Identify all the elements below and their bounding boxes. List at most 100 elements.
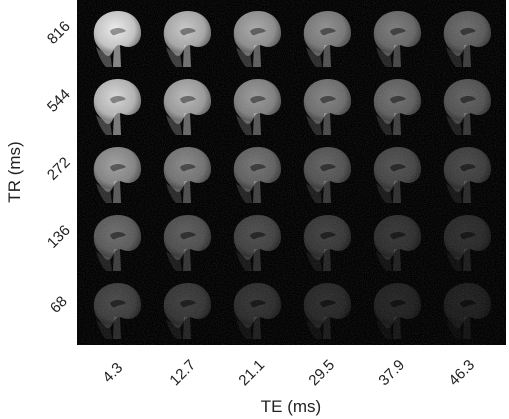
- brain-shape: [443, 79, 492, 124]
- neck-tissue-shape: [306, 183, 322, 203]
- ventricle-shape: [250, 232, 266, 240]
- tr-tick-label: 544: [44, 86, 74, 116]
- te-tick-label: 12.7: [166, 356, 199, 389]
- ventricle-shape: [110, 232, 126, 240]
- brain-shape: [373, 147, 422, 192]
- ventricle-shape: [460, 300, 476, 308]
- ventricle-shape: [250, 96, 266, 104]
- tr-tick-label: 136: [44, 222, 74, 252]
- brainstem-shape: [463, 113, 471, 135]
- mri-slice: [233, 79, 282, 135]
- neck-tissue-shape: [236, 47, 252, 67]
- neck-tissue-shape: [306, 115, 322, 135]
- mri-slice: [303, 215, 352, 271]
- neck-tissue-shape: [446, 319, 462, 339]
- ventricle-shape: [320, 300, 336, 308]
- ventricle-shape: [320, 96, 336, 104]
- y-tick-labels: 816 544 272 136 68: [44, 18, 74, 317]
- brainstem-shape: [183, 181, 191, 203]
- ventricle-shape: [320, 232, 336, 240]
- brainstem-shape: [323, 45, 331, 67]
- ventricle-shape: [250, 300, 266, 308]
- te-tick-label: 4.3: [99, 359, 126, 386]
- mri-slice: [233, 215, 282, 271]
- brain-shape: [163, 11, 212, 56]
- ventricle-shape: [180, 300, 196, 308]
- brainstem-shape: [253, 249, 261, 271]
- ventricle-shape: [390, 164, 406, 172]
- mri-slice: [373, 283, 422, 339]
- ventricle-shape: [110, 300, 126, 308]
- ventricle-shape: [390, 28, 406, 36]
- mri-slice: [303, 283, 352, 339]
- brainstem-shape: [253, 113, 261, 135]
- brainstem-shape: [323, 181, 331, 203]
- brain-shape: [93, 215, 142, 260]
- brain-shape: [93, 147, 142, 192]
- brainstem-shape: [323, 317, 331, 339]
- neck-tissue-shape: [166, 251, 182, 271]
- ventricle-shape: [180, 164, 196, 172]
- ventricle-shape: [390, 232, 406, 240]
- ventricle-shape: [110, 164, 126, 172]
- tr-tick-label: 68: [47, 293, 71, 317]
- mri-slice: [303, 79, 352, 135]
- brainstem-shape: [463, 181, 471, 203]
- brainstem-shape: [183, 45, 191, 67]
- te-tick-label: 46.3: [445, 356, 478, 389]
- ventricle-shape: [460, 164, 476, 172]
- brainstem-shape: [393, 181, 401, 203]
- neck-tissue-shape: [96, 251, 112, 271]
- brain-shape: [163, 79, 212, 124]
- brainstem-shape: [463, 45, 471, 67]
- mri-slice: [443, 283, 492, 339]
- neck-tissue-shape: [376, 183, 392, 203]
- brain-shape: [443, 147, 492, 192]
- mri-slice: [233, 11, 282, 67]
- tr-tick-label: 272: [44, 154, 74, 184]
- brainstem-shape: [113, 113, 121, 135]
- neck-tissue-shape: [306, 47, 322, 67]
- mri-slice: [303, 147, 352, 203]
- brainstem-shape: [393, 45, 401, 67]
- neck-tissue-shape: [96, 319, 112, 339]
- neck-tissue-shape: [166, 183, 182, 203]
- mri-slice: [93, 79, 142, 135]
- mri-slice: [163, 79, 212, 135]
- mri-slice: [373, 79, 422, 135]
- te-tick-label: 37.9: [375, 356, 408, 389]
- mri-slice: [233, 283, 282, 339]
- neck-tissue-shape: [376, 319, 392, 339]
- neck-tissue-shape: [236, 183, 252, 203]
- brainstem-shape: [183, 317, 191, 339]
- ventricle-shape: [390, 96, 406, 104]
- neck-tissue-shape: [306, 251, 322, 271]
- ventricle-shape: [320, 28, 336, 36]
- mri-slice: [93, 147, 142, 203]
- brain-shape: [303, 147, 352, 192]
- mri-slice: [233, 147, 282, 203]
- neck-tissue-shape: [96, 183, 112, 203]
- x-axis-title: TE (ms): [261, 397, 321, 416]
- neck-tissue-shape: [446, 115, 462, 135]
- brainstem-shape: [393, 113, 401, 135]
- brainstem-shape: [323, 113, 331, 135]
- ventricle-shape: [180, 28, 196, 36]
- brainstem-shape: [113, 181, 121, 203]
- ventricle-shape: [390, 300, 406, 308]
- brain-shape: [303, 79, 352, 124]
- neck-tissue-shape: [166, 115, 182, 135]
- mri-slice: [443, 11, 492, 67]
- ventricle-shape: [180, 96, 196, 104]
- brainstem-shape: [323, 249, 331, 271]
- brain-shape: [303, 11, 352, 56]
- mri-slice: [163, 283, 212, 339]
- brainstem-shape: [393, 317, 401, 339]
- mri-slice: [93, 283, 142, 339]
- brainstem-shape: [253, 181, 261, 203]
- ventricle-shape: [250, 28, 266, 36]
- brainstem-shape: [463, 317, 471, 339]
- brainstem-shape: [393, 249, 401, 271]
- mri-slice: [373, 11, 422, 67]
